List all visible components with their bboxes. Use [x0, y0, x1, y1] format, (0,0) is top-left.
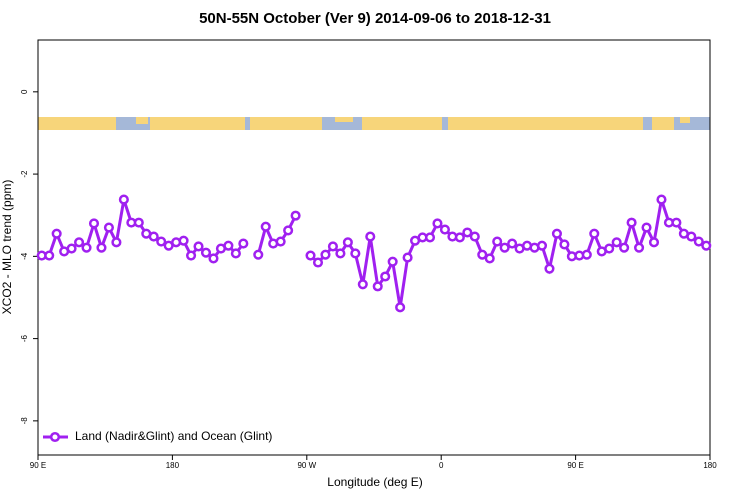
data-point [44, 250, 55, 261]
data-point [641, 222, 652, 233]
x-axis-label: Longitude (deg E) [327, 475, 422, 489]
data-point [350, 248, 361, 259]
data-point [74, 237, 85, 248]
y-tick-label: -8 [20, 417, 29, 425]
data-point [208, 253, 219, 264]
data-point [193, 241, 204, 252]
data-point [551, 228, 562, 239]
data-point [619, 242, 630, 253]
x-tick-label: 90 E [30, 461, 46, 470]
data-point [88, 218, 100, 229]
data-point [81, 242, 92, 253]
data-point [305, 250, 316, 261]
data-point [611, 237, 622, 248]
data-point [492, 236, 503, 247]
data-point [380, 271, 391, 282]
data-point [507, 238, 518, 249]
data-point [536, 240, 548, 251]
data-point [51, 228, 62, 239]
data-point [335, 248, 346, 259]
x-tick-label: 90 W [297, 461, 316, 470]
data-point [118, 194, 129, 205]
series-line [41, 199, 707, 308]
chart-title: 50N-55N October (Ver 9) 2014-09-06 to 20… [199, 10, 551, 27]
x-tick-label: 90 E [567, 461, 583, 470]
data-point [178, 235, 189, 246]
data-point [477, 249, 488, 260]
data-point [342, 237, 353, 248]
data-point [200, 247, 212, 258]
y-axis-label: XCO2 - MLO trend (ppm) [0, 180, 14, 315]
data-point [96, 242, 107, 253]
data-point [693, 236, 704, 247]
data-point [133, 217, 144, 228]
land-ocean-strip [38, 117, 710, 130]
data-point [439, 224, 450, 235]
y-tick-label: -2 [20, 170, 29, 178]
data-point [656, 194, 667, 205]
x-tick-label: 180 [166, 461, 180, 470]
data-point [275, 236, 286, 247]
data-point [238, 238, 249, 249]
y-tick-label: 0 [20, 89, 29, 94]
data-point [320, 249, 331, 260]
data-point [312, 257, 324, 268]
data-point [424, 232, 436, 243]
data-point [589, 228, 600, 239]
data-point [387, 256, 398, 267]
data-point [148, 231, 159, 242]
data-point [327, 241, 338, 252]
x-tick-label: 0 [439, 461, 444, 470]
data-point [581, 249, 592, 260]
legend-marker [49, 431, 61, 443]
data-point [469, 231, 480, 242]
data-point [701, 240, 712, 251]
data-point [365, 231, 376, 242]
data-point [462, 227, 473, 238]
data-point [283, 225, 294, 236]
data-point [626, 217, 637, 228]
x-tick-label: 180 [703, 461, 717, 470]
data-point [223, 240, 234, 251]
data-point [66, 243, 77, 254]
legend-label: Land (Nadir&Glint) and Ocean (Glint) [75, 429, 272, 443]
data-point [103, 222, 114, 233]
data-point [559, 239, 570, 250]
data-point [111, 237, 122, 248]
y-tick-label: -4 [20, 252, 29, 260]
data-point [544, 263, 555, 274]
data-point [395, 302, 406, 313]
data-point [156, 236, 167, 247]
data-point [432, 218, 443, 229]
data-point [402, 252, 413, 263]
data-point [671, 217, 682, 228]
data-point [357, 279, 368, 290]
data-point [604, 243, 615, 254]
data-point [253, 249, 264, 260]
data-point [290, 210, 301, 221]
y-tick-label: -6 [20, 335, 29, 343]
data-point [260, 221, 271, 232]
data-point [230, 248, 241, 259]
data-point [634, 242, 645, 253]
data-point [499, 242, 510, 253]
data-point [454, 232, 465, 243]
data-point [186, 250, 197, 261]
data-point [648, 237, 660, 248]
data-point [372, 281, 383, 292]
data-point [484, 253, 495, 264]
data-point [686, 231, 697, 242]
